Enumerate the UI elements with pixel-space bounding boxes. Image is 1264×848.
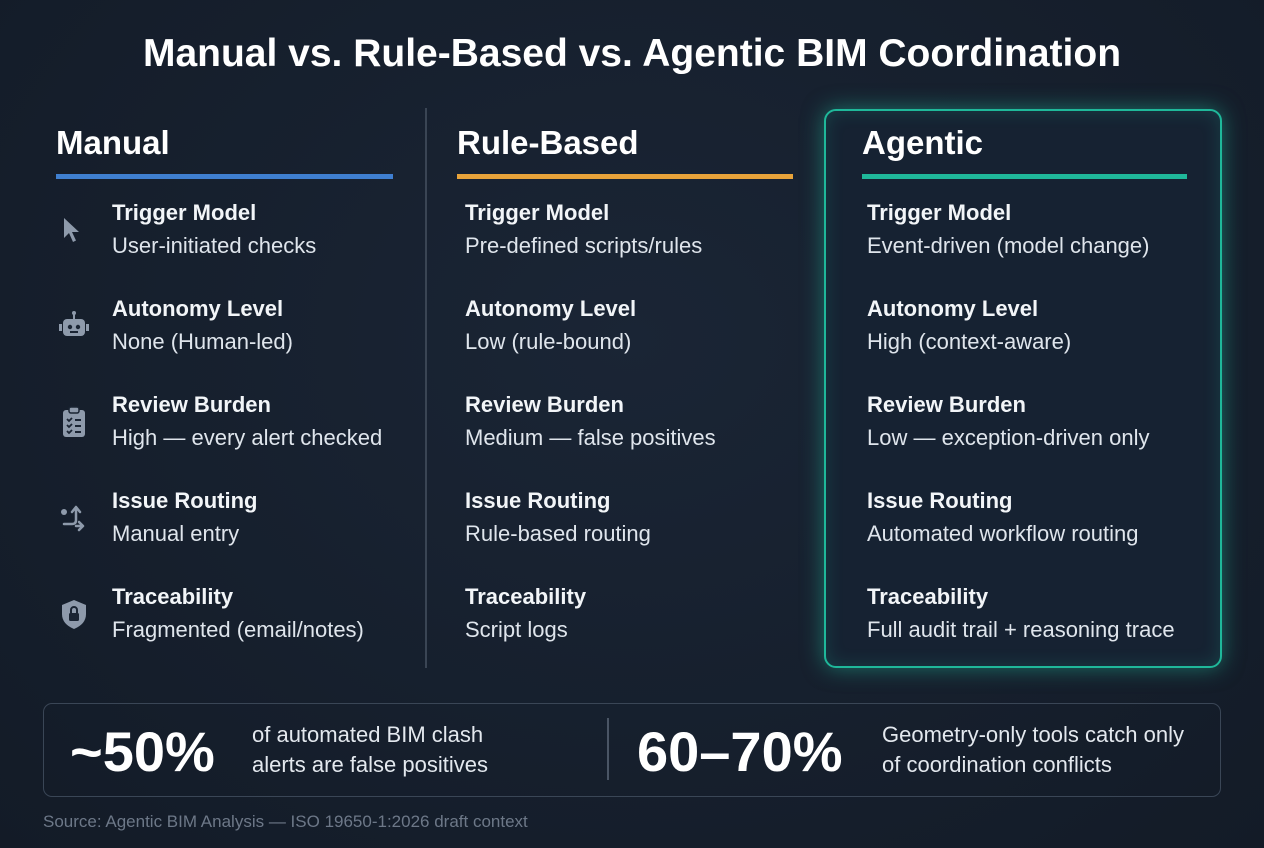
- row-label: Traceability: [112, 584, 234, 609]
- stat-description: Geometry-only tools catch only: [882, 722, 1185, 747]
- row-label: Traceability: [465, 584, 587, 609]
- stat-description: of coordination conflicts: [882, 752, 1112, 777]
- row-value: User-initiated checks: [112, 233, 317, 258]
- heading-underline: [56, 174, 393, 179]
- row-label: Review Burden: [867, 392, 1026, 417]
- row-value: High (context-aware): [867, 329, 1072, 354]
- column-divider: [425, 108, 427, 668]
- column-heading: Agentic: [862, 124, 984, 161]
- highlight-card: [824, 109, 1222, 668]
- row-label: Trigger Model: [867, 200, 1012, 225]
- row-label: Issue Routing: [112, 488, 258, 513]
- stat-figure: ~50%: [70, 720, 215, 783]
- row-label: Issue Routing: [465, 488, 611, 513]
- row-label: Review Burden: [112, 392, 271, 417]
- source-note: Source: Agentic BIM Analysis — ISO 19650…: [43, 812, 528, 831]
- heading-underline: [862, 174, 1187, 179]
- row-icon: [56, 500, 92, 536]
- stats-divider: [607, 718, 609, 780]
- row-value: Event-driven (model change): [867, 233, 1150, 258]
- column-heading: Manual: [56, 124, 170, 161]
- heading-underline: [457, 174, 793, 179]
- row-label: Autonomy Level: [112, 296, 284, 321]
- row-label: Review Burden: [465, 392, 624, 417]
- row-value: Fragmented (email/notes): [112, 617, 364, 642]
- row-icon: [56, 212, 92, 248]
- row-label: Issue Routing: [867, 488, 1013, 513]
- page-title: Manual vs. Rule-Based vs. Agentic BIM Co…: [142, 32, 1122, 75]
- stats-box: [43, 703, 1221, 797]
- row-value: High — every alert checked: [112, 425, 383, 450]
- row-icon: [56, 596, 92, 632]
- row-value: Script logs: [465, 617, 568, 642]
- row-label: Trigger Model: [112, 200, 257, 225]
- row-label: Trigger Model: [465, 200, 610, 225]
- row-value: Pre-defined scripts/rules: [465, 233, 703, 258]
- row-value: Full audit trail + reasoning trace: [867, 617, 1175, 642]
- stat-description: alerts are false positives: [252, 752, 488, 777]
- row-value: Low (rule-bound): [465, 329, 632, 354]
- row-value: Rule-based routing: [465, 521, 651, 546]
- row-value: None (Human-led): [112, 329, 293, 354]
- row-label: Autonomy Level: [465, 296, 637, 321]
- row-icon: [56, 308, 92, 344]
- column-heading: Rule-Based: [457, 124, 639, 161]
- row-icon: [56, 404, 92, 440]
- row-value: Low — exception-driven only: [867, 425, 1150, 450]
- row-label: Traceability: [867, 584, 989, 609]
- row-value: Manual entry: [112, 521, 240, 546]
- row-label: Autonomy Level: [867, 296, 1039, 321]
- stat-description: of automated BIM clash: [252, 722, 484, 747]
- stat-figure: 60–70%: [637, 720, 843, 783]
- row-value: Automated workflow routing: [867, 521, 1139, 546]
- row-value: Medium — false positives: [465, 425, 716, 450]
